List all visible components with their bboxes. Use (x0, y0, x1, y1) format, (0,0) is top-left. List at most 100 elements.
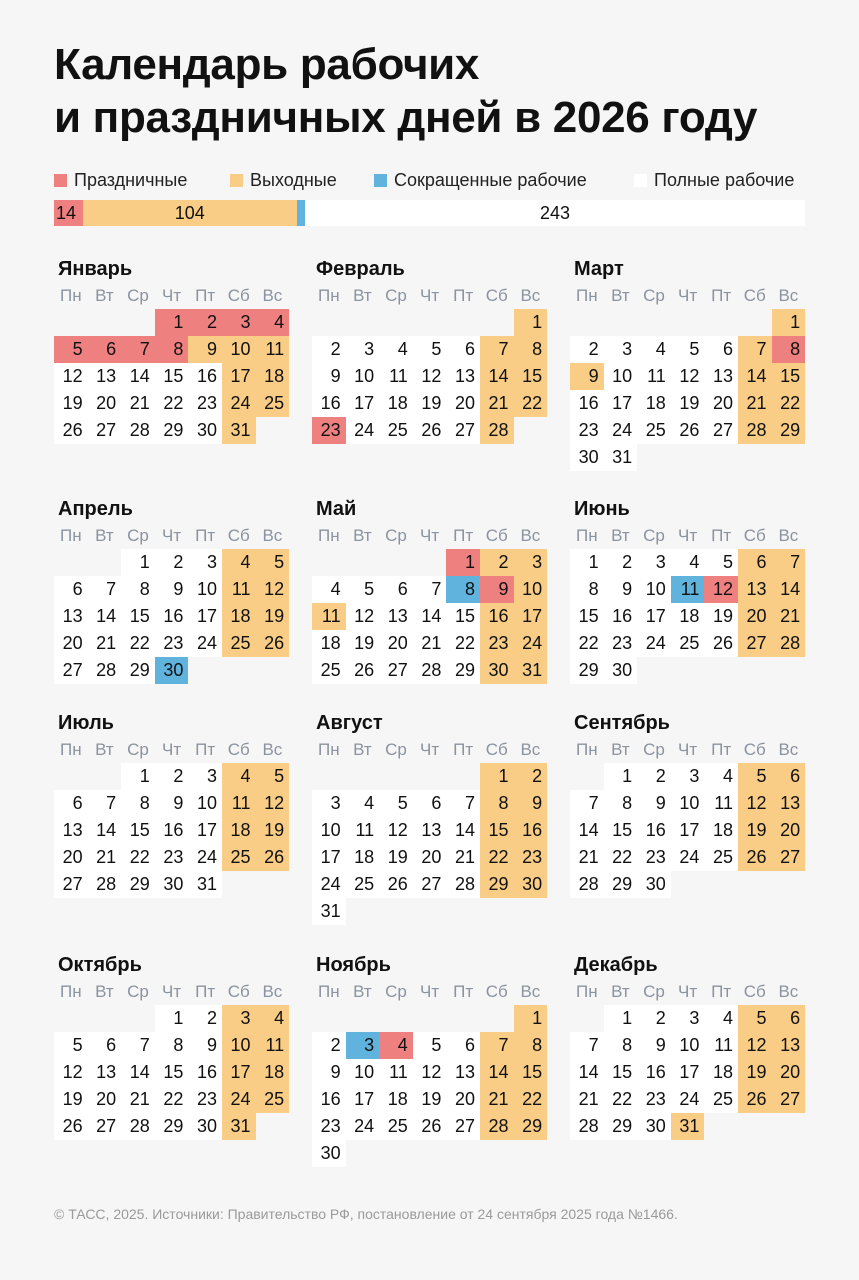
day-work: 6 (87, 1032, 122, 1059)
empty-cell (346, 1005, 380, 1032)
day-work: 20 (54, 844, 88, 871)
weekday-label: Сб (485, 740, 508, 759)
day-work: 17 (670, 1059, 705, 1086)
empty-cell (480, 1005, 514, 1032)
weekday-label: Ср (385, 740, 407, 759)
day-weekend: 21 (737, 390, 772, 417)
day-weekend: 7 (479, 1032, 514, 1059)
day-work: 2 (312, 1032, 346, 1059)
day-weekend: 31 (513, 657, 548, 684)
day-weekend: 15 (479, 817, 514, 844)
empty-cell (379, 1005, 413, 1032)
day-work: 18 (637, 390, 671, 417)
day-short: 8 (446, 576, 480, 603)
weekday-label: Чт (420, 740, 440, 759)
day-weekend: 8 (513, 336, 548, 363)
day-weekend: 4 (255, 1005, 290, 1032)
day-work: 6 (446, 1032, 480, 1059)
day-work: 7 (87, 576, 122, 603)
day-work: 2 (603, 549, 638, 576)
day-work: 19 (670, 390, 705, 417)
empty-cell (446, 763, 480, 790)
weekday-label: Пн (317, 982, 340, 1001)
day-work: 16 (154, 603, 189, 630)
day-work: 3 (312, 790, 346, 817)
day-work: 28 (570, 1113, 604, 1140)
day-weekend: 7 (479, 336, 514, 363)
day-work: 12 (54, 1059, 88, 1086)
day-work: 28 (87, 871, 122, 898)
weekday-label: Сб (485, 526, 508, 545)
day-work: 27 (446, 417, 480, 444)
days-grid: 1 2 3 4 5 6 7 8 9 10 11 12 13 14 15 16 17 18 19 20 21 22 23 24 2… (570, 549, 806, 684)
weekday-label: Вт (611, 526, 630, 545)
bar-segment-value: 243 (539, 203, 570, 223)
day-weekend: 11 (312, 603, 346, 630)
day-holiday: 6 (87, 336, 122, 363)
weekday-header: Пн Вт Ср Чт Пт Сб Вс (312, 979, 548, 1005)
day-work: 25 (637, 417, 671, 444)
bar-segment-holiday: 14 (54, 200, 83, 226)
day-weekend: 25 (255, 1086, 290, 1113)
day-work: 6 (379, 576, 413, 603)
day-work: 23 (188, 390, 222, 417)
day-work: 18 (312, 630, 346, 657)
day-work: 11 (345, 817, 380, 844)
day-weekend: 19 (255, 603, 290, 630)
empty-cell (88, 549, 122, 576)
weekday-label: Пт (453, 740, 474, 759)
weekday-label: Сб (227, 740, 250, 759)
day-work: 25 (379, 1113, 413, 1140)
day-work: 5 (345, 576, 380, 603)
weekday-label: Ср (127, 526, 149, 545)
title-line-2: и праздничных дней в 2026 году (54, 93, 758, 142)
day-work: 9 (603, 576, 638, 603)
day-work: 9 (154, 790, 189, 817)
day-work: 13 (87, 1059, 122, 1086)
empty-cell (413, 549, 447, 576)
day-work: 12 (412, 1059, 447, 1086)
day-work: 11 (379, 1059, 413, 1086)
day-work: 17 (670, 817, 705, 844)
day-work: 4 (704, 763, 738, 790)
day-weekend: 9 (188, 336, 222, 363)
day-work: 26 (54, 1113, 88, 1140)
day-holiday: 1 (446, 549, 480, 576)
weekday-label: Вс (778, 286, 799, 305)
weekday-label: Ср (643, 286, 665, 305)
weekday-label: Вт (95, 526, 114, 545)
weekday-label: Сб (485, 286, 508, 305)
day-work: 1 (154, 1005, 189, 1032)
day-work: 19 (412, 1086, 447, 1113)
day-work: 27 (412, 871, 447, 898)
empty-cell (346, 763, 380, 790)
day-work: 6 (54, 790, 88, 817)
day-work: 22 (154, 1086, 189, 1113)
day-short: 30 (154, 657, 189, 684)
weekday-header: Пн Вт Ср Чт Пт Сб Вс (312, 283, 548, 309)
weekday-label: Вт (353, 982, 372, 1001)
day-work: 22 (121, 630, 155, 657)
empty-cell (312, 763, 346, 790)
day-weekend: 26 (737, 1086, 772, 1113)
day-work: 14 (570, 1059, 604, 1086)
day-work: 23 (570, 417, 604, 444)
month-5: Май Пн Вт Ср Чт Пт Сб Вс 1 2 3 4 5 6 7 8 9 10 11 12 13 14 15 16… (312, 495, 548, 684)
day-work: 16 (637, 817, 671, 844)
month-12: Декабрь Пн Вт Ср Чт Пт Сб Вс 1 2 3 4 5 6 7 8 9 10 11 12 13 14… (570, 951, 806, 1140)
day-weekend: 4 (221, 763, 256, 790)
day-holiday: 8 (154, 336, 189, 363)
day-work: 17 (345, 390, 380, 417)
weekday-label: Пт (453, 982, 474, 1001)
short-swatch (374, 173, 387, 187)
day-work: 5 (670, 336, 705, 363)
day-weekend: 21 (771, 603, 806, 630)
day-work: 17 (312, 844, 346, 871)
day-work: 15 (603, 1059, 638, 1086)
day-work: 4 (704, 1005, 738, 1032)
day-work: 3 (670, 1005, 705, 1032)
day-work: 10 (188, 576, 222, 603)
weekday-label: Вс (262, 982, 283, 1001)
day-work: 6 (704, 336, 738, 363)
